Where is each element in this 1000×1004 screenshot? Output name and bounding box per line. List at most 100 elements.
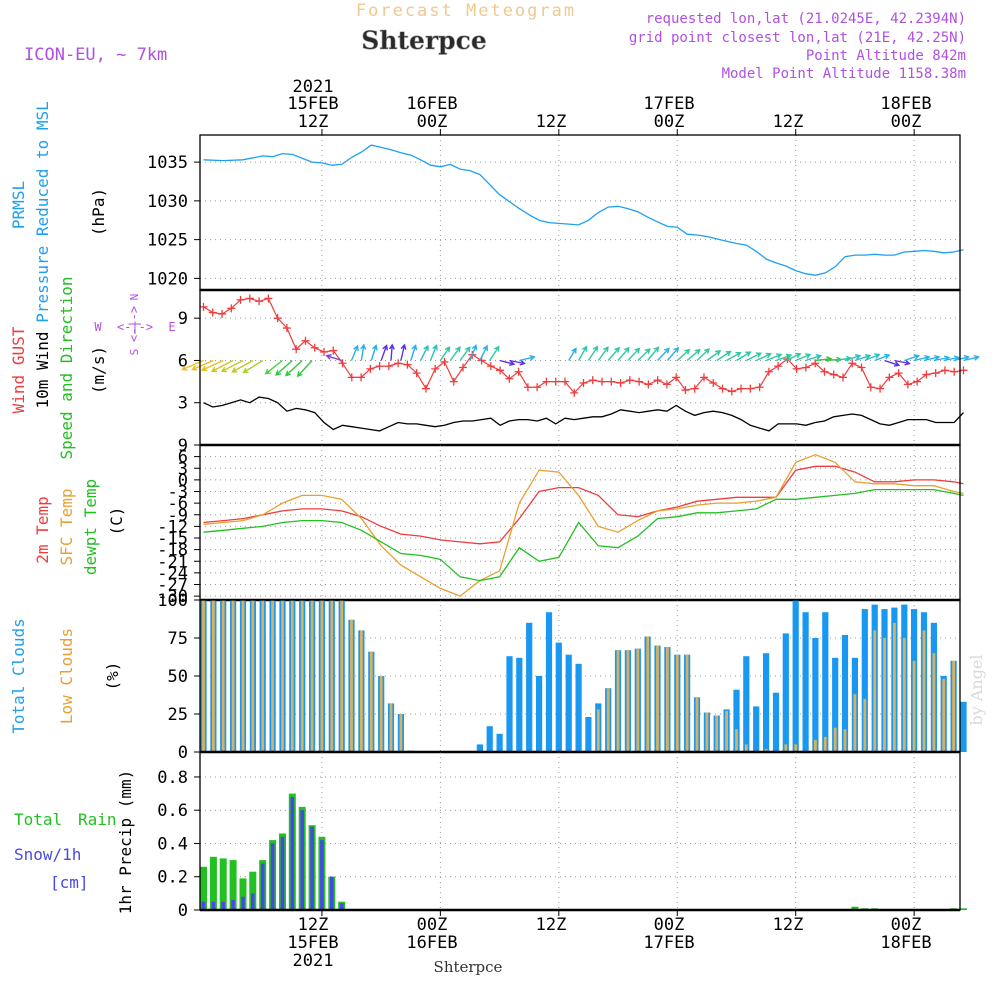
- gust-marker: [598, 377, 607, 386]
- low-cloud-bar: [606, 688, 610, 752]
- wind-direction-arrow: [765, 353, 783, 362]
- y-tick-label: -18: [157, 541, 188, 561]
- compass-w-label: W: [94, 320, 102, 334]
- bottom-date-label: 15FEB: [287, 933, 338, 953]
- wind-direction-label: Speed and Direction: [57, 276, 76, 459]
- wind-direction-arrow: [449, 346, 461, 361]
- y-tick-label: 1035: [147, 153, 188, 173]
- wind-direction-arrow: [275, 359, 293, 376]
- wind-direction-arrow: [637, 348, 651, 362]
- top-time-axis: 2021 15FEB 12Z 16FEB 00Z 12Z 17FEB 00Z 1…: [287, 77, 931, 132]
- total-cloud-bar: [802, 612, 809, 752]
- wind-speed-line: [203, 396, 964, 432]
- low-cloud-bar: [330, 600, 334, 752]
- gust-marker: [866, 383, 875, 392]
- y-tick-label: -21: [157, 552, 188, 572]
- wind-direction-arrow: [296, 360, 313, 378]
- wind-speed-label: 10m Wind: [33, 331, 52, 408]
- y-tick-label: 50: [168, 667, 188, 687]
- total-cloud-bar: [526, 622, 533, 752]
- dewpt-label: dewpt Temp: [81, 479, 100, 575]
- wind-direction-arrow: [726, 352, 742, 362]
- snow-bar: [300, 810, 304, 910]
- low-cloud-bar: [379, 676, 383, 752]
- wind-direction-arrow: [963, 354, 980, 362]
- snow-unit-label: [cm]: [50, 873, 89, 892]
- gust-marker: [338, 359, 347, 368]
- bottom-date-label: 18FEB: [880, 933, 931, 953]
- gust-marker: [551, 377, 560, 386]
- low-cloud-bar: [369, 651, 373, 752]
- wind-direction-arrow: [904, 354, 921, 362]
- gust-marker: [607, 377, 616, 386]
- low-cloud-bar: [942, 679, 946, 752]
- gust-marker: [737, 384, 746, 393]
- low-cloud-bar: [814, 739, 817, 752]
- wind-direction-arrow: [242, 359, 264, 374]
- y-tick-label: 0.2: [157, 868, 188, 888]
- grid-point-coords: grid point closest lon,lat (21E, 42.25N): [629, 30, 966, 46]
- wind-direction-arrow: [775, 353, 793, 362]
- total-cloud-bar: [822, 612, 829, 752]
- wind-direction-arrow: [894, 359, 911, 366]
- wind-direction-arrow: [864, 353, 881, 362]
- wind-labels: Wind GUST 10m Wind Speed and Direction (…: [9, 276, 176, 459]
- y-tick-label: 25: [168, 705, 188, 725]
- bottom-year-label: 2021: [293, 951, 334, 971]
- low-cloud-bar: [952, 660, 955, 752]
- y-tick-label: 3: [178, 459, 188, 479]
- wind-direction-arrow: [264, 359, 283, 375]
- wind-direction-arrow: [706, 350, 722, 362]
- y-tick-label: -12: [157, 517, 188, 537]
- y-tick-label: 9: [178, 309, 188, 329]
- series-line: [203, 144, 964, 276]
- rain-label: Rain: [78, 810, 117, 829]
- snow-bar: [320, 840, 324, 910]
- gust-marker: [523, 383, 532, 392]
- total-cloud-bar: [585, 717, 592, 752]
- panel-frame: [199, 289, 961, 446]
- gust-marker: [560, 377, 569, 386]
- wind-direction-arrow: [191, 359, 214, 371]
- gust-line: [203, 297, 964, 394]
- gust-marker: [848, 359, 857, 368]
- low-cloud-bar: [725, 711, 728, 752]
- gust-marker: [820, 367, 829, 376]
- gust-marker: [635, 377, 644, 386]
- gust-marker: [839, 373, 848, 382]
- snow-bar: [241, 896, 245, 910]
- y-tick-label: 1025: [147, 231, 188, 251]
- gust-marker: [227, 304, 236, 313]
- low-cloud-bar: [893, 622, 896, 752]
- y-tick-label: -30: [157, 587, 188, 607]
- y-tick-label: -27: [157, 576, 188, 596]
- gust-marker: [384, 362, 393, 371]
- bottom-hour-label: 00Z: [654, 915, 685, 935]
- y-tick-label: -9: [168, 506, 188, 526]
- compass-e-label: E: [168, 320, 175, 334]
- wind-direction-arrow: [509, 359, 526, 366]
- snow-label: Snow/1h: [14, 845, 81, 864]
- snow-bar: [251, 893, 255, 910]
- low-cloud-bar: [626, 650, 630, 752]
- low-cloud-bar: [596, 709, 600, 752]
- wind-direction-arrow: [350, 344, 359, 361]
- gust-marker: [718, 384, 727, 393]
- top-hour-label: 00Z: [417, 112, 448, 132]
- gust-marker: [662, 380, 671, 389]
- gust-marker: [357, 373, 366, 382]
- gust-marker: [653, 376, 662, 385]
- total-cloud-bar: [743, 656, 750, 752]
- total-cloud-bar: [733, 689, 740, 752]
- wind-direction-arrow: [736, 351, 752, 362]
- snow-bar: [339, 903, 344, 910]
- wind-direction-arrow: [360, 343, 367, 361]
- wind-direction-arrow: [805, 354, 822, 362]
- cloud-labels: Total Clouds Low Clouds (%): [9, 618, 122, 734]
- top-date-label: 16FEB: [406, 94, 457, 114]
- low-cloud-bar: [695, 697, 699, 752]
- gust-marker: [913, 377, 922, 386]
- gust-marker: [931, 369, 940, 378]
- wind-direction-arrow: [220, 359, 244, 373]
